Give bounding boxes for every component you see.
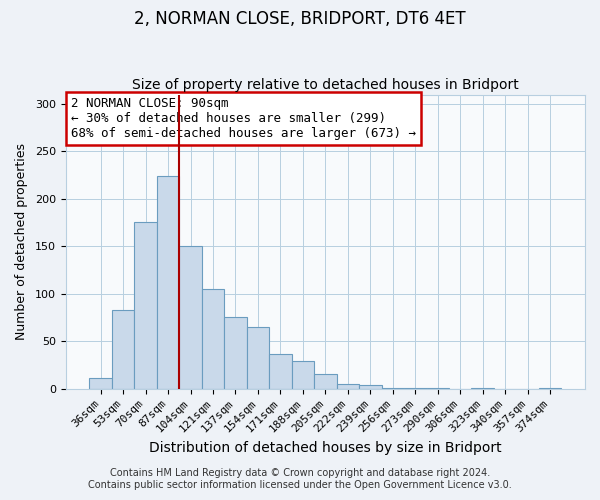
Y-axis label: Number of detached properties: Number of detached properties — [15, 143, 28, 340]
Bar — [112, 310, 134, 388]
Bar — [179, 246, 202, 388]
Text: 2 NORMAN CLOSE: 90sqm
← 30% of detached houses are smaller (299)
68% of semi-det: 2 NORMAN CLOSE: 90sqm ← 30% of detached … — [71, 98, 416, 140]
Bar — [314, 374, 337, 388]
Bar — [202, 289, 224, 388]
Bar — [157, 176, 179, 388]
Bar — [359, 385, 382, 388]
Bar — [89, 378, 112, 388]
Bar — [247, 327, 269, 388]
Title: Size of property relative to detached houses in Bridport: Size of property relative to detached ho… — [132, 78, 519, 92]
X-axis label: Distribution of detached houses by size in Bridport: Distribution of detached houses by size … — [149, 441, 502, 455]
Bar — [269, 354, 292, 388]
Bar — [224, 318, 247, 388]
Text: 2, NORMAN CLOSE, BRIDPORT, DT6 4ET: 2, NORMAN CLOSE, BRIDPORT, DT6 4ET — [134, 10, 466, 28]
Bar — [134, 222, 157, 388]
Bar — [292, 361, 314, 388]
Text: Contains HM Land Registry data © Crown copyright and database right 2024.
Contai: Contains HM Land Registry data © Crown c… — [88, 468, 512, 490]
Bar — [337, 384, 359, 388]
